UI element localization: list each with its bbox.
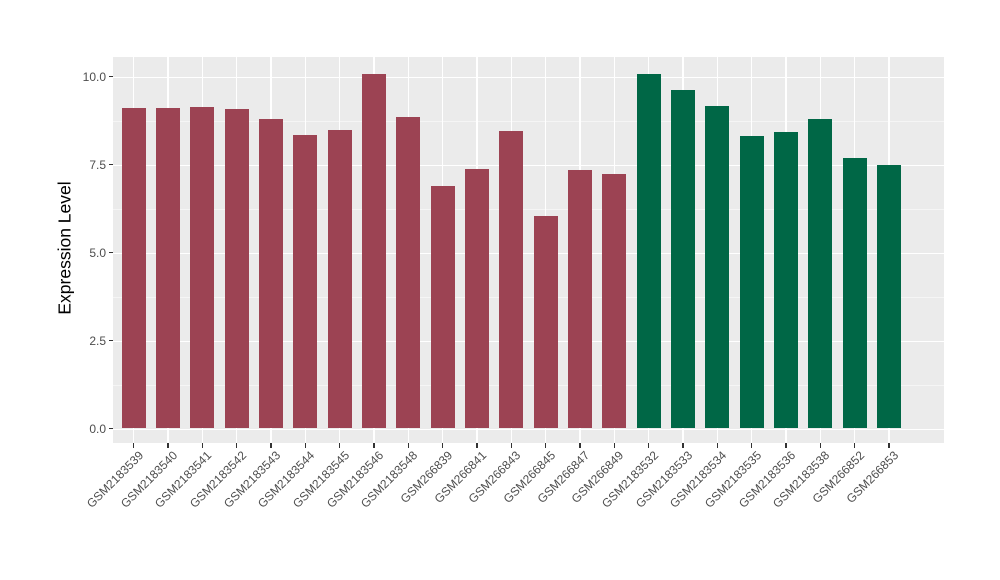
bar bbox=[190, 107, 215, 429]
bar bbox=[705, 105, 730, 429]
bar bbox=[808, 118, 833, 429]
gridline-major bbox=[113, 340, 944, 342]
y-tick-label: 7.5 bbox=[89, 157, 106, 172]
bar bbox=[567, 169, 593, 429]
x-tick-mark bbox=[373, 443, 375, 448]
x-tick-mark bbox=[510, 443, 512, 448]
bar bbox=[602, 173, 627, 429]
bar bbox=[430, 185, 455, 429]
x-tick-mark bbox=[751, 443, 753, 448]
x-tick-mark bbox=[613, 443, 615, 448]
x-tick-mark bbox=[682, 443, 684, 448]
x-tick-mark bbox=[888, 443, 890, 448]
gridline-major bbox=[113, 428, 944, 430]
bar bbox=[739, 135, 764, 429]
bar bbox=[842, 157, 867, 429]
bar bbox=[499, 131, 524, 429]
x-tick-mark bbox=[201, 443, 203, 448]
y-tick-mark bbox=[108, 163, 113, 166]
y-tick-label: 2.5 bbox=[89, 333, 106, 348]
bar bbox=[121, 108, 146, 429]
bar bbox=[671, 89, 696, 429]
bar bbox=[361, 74, 386, 429]
x-tick-mark bbox=[545, 443, 547, 448]
x-tick-mark bbox=[716, 443, 718, 448]
x-tick-mark bbox=[819, 443, 821, 448]
x-tick-mark bbox=[236, 443, 238, 448]
gridline-minor bbox=[113, 208, 944, 210]
gridline-major bbox=[113, 252, 944, 254]
x-tick-mark bbox=[133, 443, 135, 448]
bar bbox=[533, 216, 558, 429]
y-tick-label: 5.0 bbox=[89, 245, 106, 260]
y-tick-mark bbox=[108, 427, 113, 430]
x-tick-mark bbox=[476, 443, 478, 448]
x-tick-mark bbox=[785, 443, 787, 448]
bar bbox=[258, 119, 283, 429]
y-tick-label: 10.0 bbox=[82, 69, 106, 84]
plot-panel bbox=[113, 57, 944, 443]
x-tick-mark bbox=[167, 443, 169, 448]
x-tick-mark bbox=[854, 443, 856, 448]
gridline-major bbox=[113, 164, 944, 166]
bar bbox=[327, 129, 352, 429]
x-tick-mark bbox=[270, 443, 272, 448]
y-tick-mark bbox=[108, 75, 113, 78]
bar bbox=[464, 168, 489, 429]
gridline-minor bbox=[113, 296, 944, 298]
gridline-minor bbox=[113, 120, 944, 122]
bar bbox=[877, 164, 902, 429]
bar bbox=[293, 134, 318, 429]
gridline-major bbox=[113, 76, 944, 78]
x-tick-mark bbox=[648, 443, 650, 448]
gridline-minor bbox=[113, 384, 944, 386]
y-tick-mark bbox=[108, 339, 113, 342]
bar bbox=[396, 116, 421, 429]
bar bbox=[774, 132, 799, 429]
y-tick-label: 0.0 bbox=[89, 421, 106, 436]
x-tick-mark bbox=[339, 443, 341, 448]
x-tick-mark bbox=[579, 443, 581, 448]
bar bbox=[224, 108, 249, 429]
bar bbox=[155, 108, 180, 429]
x-tick-mark bbox=[442, 443, 444, 448]
x-tick-mark bbox=[304, 443, 306, 448]
y-tick-mark bbox=[108, 251, 113, 254]
bar bbox=[636, 73, 661, 429]
x-tick-mark bbox=[407, 443, 409, 448]
